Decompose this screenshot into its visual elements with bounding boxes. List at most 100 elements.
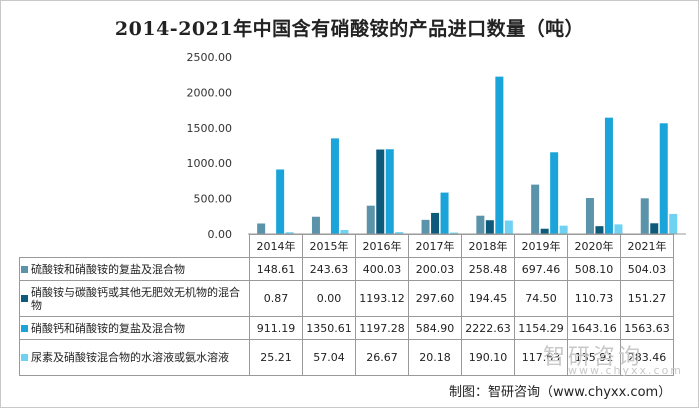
- data-label: 1563.63: [620, 316, 674, 340]
- data-label: 297.60: [408, 280, 462, 317]
- table-row: 硝酸铵与碳酸钙或其他无肥效无机物的混合物 0.87 0.00 1193.12 2…: [19, 280, 674, 317]
- bar: [531, 184, 540, 234]
- bar: [431, 212, 440, 234]
- bars: [257, 76, 678, 234]
- series-name: 尿素及硝酸铵混合物的水溶液或氨水溶液: [31, 351, 229, 364]
- bar: [604, 117, 613, 234]
- y-tick-label: 1000.00: [187, 157, 233, 170]
- bar: [476, 215, 485, 234]
- bar: [650, 223, 659, 234]
- bar: [504, 220, 513, 234]
- data-label: 504.03: [620, 257, 674, 281]
- bar: [614, 224, 623, 234]
- data-label: 200.03: [408, 257, 462, 281]
- data-label: 148.61: [249, 257, 303, 281]
- data-label: 110.73: [567, 280, 621, 317]
- bar: [340, 229, 349, 234]
- bar: [366, 205, 375, 234]
- bar: [376, 149, 385, 234]
- bar: [276, 169, 285, 234]
- y-tick-label: 500.00: [194, 193, 233, 206]
- data-label: 1643.16: [567, 316, 621, 340]
- data-label: 508.10: [567, 257, 621, 281]
- legend-entry: 硫酸铵和硝酸铵的复盐及混合物: [19, 257, 250, 281]
- bar: [385, 149, 394, 234]
- bar: [330, 138, 339, 234]
- data-label: 0.87: [249, 280, 303, 317]
- bar: [559, 225, 568, 234]
- legend-swatch: [21, 295, 28, 302]
- data-table: 2014年 2015年 2016年 2017年 2018年 2019年 2020…: [19, 234, 674, 376]
- category-label: 2015年: [302, 234, 356, 258]
- category-label: 2021年: [620, 234, 674, 258]
- data-label: 117.63: [514, 339, 568, 376]
- data-label: 0.00: [302, 280, 356, 317]
- data-label: 1350.61: [302, 316, 356, 340]
- legend-entry: 硝酸钙和硝酸铵的复盐及混合物: [19, 316, 250, 340]
- bar: [485, 220, 494, 234]
- bar: [311, 216, 320, 234]
- watermark-logo: 智研咨询: [543, 345, 644, 370]
- data-label: 26.67: [355, 339, 409, 376]
- data-label: 20.18: [408, 339, 462, 376]
- data-label: 1154.29: [514, 316, 568, 340]
- category-label: 2018年: [461, 234, 515, 258]
- bar: [257, 223, 266, 234]
- category-label: 2017年: [408, 234, 462, 258]
- table-row: 尿素及硝酸铵混合物的水溶液或氨水溶液 25.21 57.04 26.67 20.…: [19, 339, 674, 376]
- data-label: 697.46: [514, 257, 568, 281]
- y-tick-label: 1500.00: [187, 122, 233, 135]
- watermark-url: www.chyxx.com: [568, 364, 684, 377]
- source-note: 制图：智研咨询（www.chyxx.com）: [449, 385, 672, 400]
- legend-entry: 尿素及硝酸铵混合物的水溶液或氨水溶液: [19, 339, 250, 376]
- table-row: 硝酸钙和硝酸铵的复盐及混合物 911.19 1350.61 1197.28 58…: [19, 316, 674, 340]
- series-name: 硝酸铵与碳酸钙或其他无肥效无机物的混合物: [31, 285, 240, 312]
- legend-swatch: [21, 324, 28, 332]
- data-label: 57.04: [302, 339, 356, 376]
- legend-swatch: [21, 354, 28, 361]
- category-label: 2019年: [514, 234, 568, 258]
- legend-entry: 硝酸铵与碳酸钙或其他无肥效无机物的混合物: [19, 280, 250, 317]
- series-name: 硫酸铵和硝酸铵的复盐及混合物: [31, 262, 185, 276]
- data-label: 283.46: [620, 339, 674, 376]
- data-label: 1197.28: [355, 316, 409, 340]
- table-header-row: 2014年 2015年 2016年 2017年 2018年 2019年 2020…: [19, 234, 674, 258]
- bar: [421, 219, 430, 234]
- category-label: 2020年: [567, 234, 621, 258]
- data-label: 151.27: [620, 280, 674, 317]
- bar: [540, 228, 549, 234]
- data-label: 190.10: [461, 339, 515, 376]
- table-row: 硫酸铵和硝酸铵的复盐及混合物 148.61 243.63 400.03 200.…: [19, 257, 674, 281]
- data-label: 135.91: [567, 339, 621, 376]
- y-tick-label: 2500.00: [187, 51, 233, 64]
- series-name: 硝酸钙和硝酸铵的复盐及混合物: [31, 321, 185, 335]
- chart-title: 2014-2021年中国含有硝酸铵的产品进口数量（吨）: [114, 18, 585, 40]
- bar: [595, 226, 604, 234]
- data-label: 2222.63: [461, 316, 515, 340]
- bar: [450, 232, 459, 234]
- bar: [285, 232, 294, 234]
- category-label: 2014年: [249, 234, 303, 258]
- data-label: 1193.12: [355, 280, 409, 317]
- data-label: 194.45: [461, 280, 515, 317]
- bar: [440, 192, 449, 234]
- bar: [395, 232, 404, 234]
- data-label: 74.50: [514, 280, 568, 317]
- bar: [550, 152, 559, 234]
- bar: [640, 198, 649, 234]
- data-label: 911.19: [249, 316, 303, 340]
- data-label: 258.48: [461, 257, 515, 281]
- category-label: 2016年: [355, 234, 409, 258]
- legend-swatch: [21, 265, 28, 273]
- bar: [495, 76, 504, 234]
- data-label: 400.03: [355, 257, 409, 281]
- bar: [659, 123, 668, 234]
- data-label: 584.90: [408, 316, 462, 340]
- y-tick-label: 2000.00: [187, 86, 233, 99]
- bar: [585, 198, 594, 234]
- data-label: 243.63: [302, 257, 356, 281]
- table-corner: [19, 234, 250, 258]
- bar: [669, 213, 678, 234]
